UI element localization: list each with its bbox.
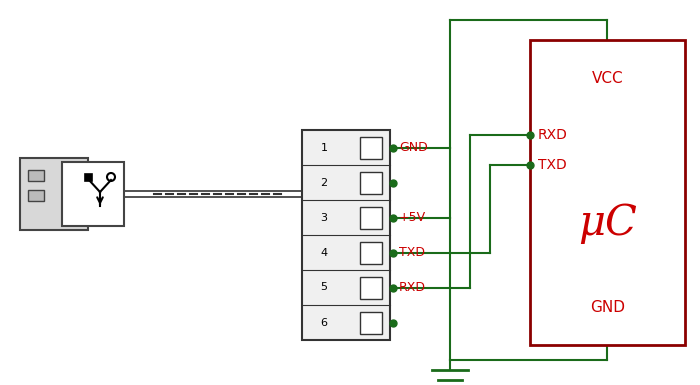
Bar (360, 241, 382, 263)
Bar (360, 311, 382, 333)
Bar (62, 162, 124, 226)
Text: 1: 1 (321, 142, 328, 152)
Text: 5: 5 (321, 283, 328, 293)
Bar (28, 190, 44, 201)
Text: RXD: RXD (538, 128, 568, 142)
Text: 3: 3 (321, 213, 328, 223)
Text: +5V: +5V (399, 211, 426, 224)
Text: TXD: TXD (538, 158, 567, 172)
Bar (360, 137, 382, 159)
Text: RXD: RXD (399, 281, 426, 294)
Bar (85, 174, 92, 181)
Text: 4: 4 (321, 248, 328, 258)
Text: GND: GND (590, 300, 625, 315)
Bar (360, 171, 382, 194)
Text: μC: μC (578, 202, 637, 244)
Text: TXD: TXD (399, 246, 425, 259)
Bar (28, 170, 44, 181)
Bar (360, 206, 382, 229)
Bar (20, 158, 88, 230)
Bar (530, 40, 685, 345)
Text: 2: 2 (321, 177, 328, 187)
Bar (360, 276, 382, 298)
Text: VCC: VCC (592, 70, 623, 85)
Text: 6: 6 (321, 318, 328, 328)
Bar (302, 130, 390, 340)
Text: GND: GND (399, 141, 428, 154)
